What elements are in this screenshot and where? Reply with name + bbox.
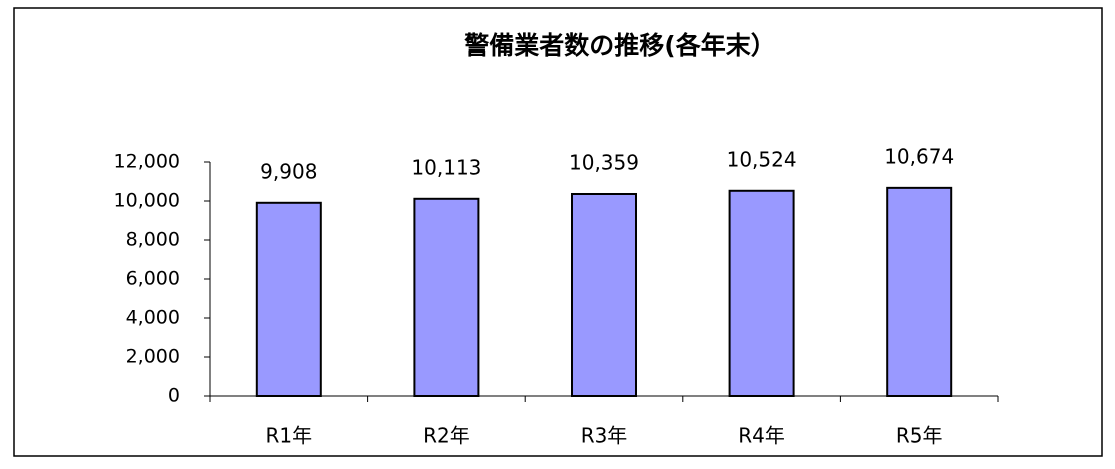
y-tick-label: 4,000	[126, 307, 180, 329]
x-tick-label: R5年	[896, 424, 943, 448]
y-tick-label: 6,000	[126, 268, 180, 290]
value-label: 10,674	[884, 144, 954, 168]
y-tick-label: 12,000	[114, 151, 180, 173]
value-label: 10,113	[411, 155, 481, 179]
chart-title: 警備業者数の推移(各年末）	[463, 31, 775, 60]
bar	[413, 197, 480, 397]
y-tick-label: 8,000	[126, 229, 180, 251]
bar	[728, 189, 795, 397]
value-label: 10,359	[569, 150, 639, 174]
x-tick-label: R3年	[581, 424, 628, 448]
value-label: 10,524	[727, 147, 797, 171]
bar	[571, 192, 637, 397]
value-label: 9,908	[260, 159, 317, 183]
x-tick-label: R4年	[738, 424, 785, 448]
bar	[886, 186, 953, 397]
y-tick-label: 0	[168, 385, 180, 407]
y-tick-label: 10,000	[114, 190, 180, 212]
x-tick-label: R1年	[265, 424, 312, 448]
x-tick-label: R2年	[423, 424, 470, 448]
bar	[255, 201, 322, 397]
y-tick-label: 2,000	[126, 346, 180, 368]
